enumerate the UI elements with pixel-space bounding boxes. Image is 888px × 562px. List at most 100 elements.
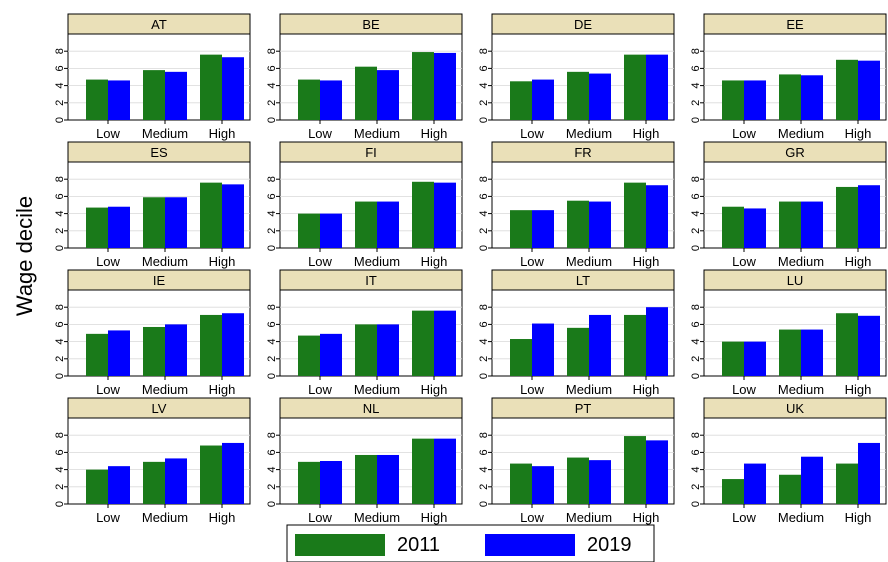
x-tick-label: High: [845, 254, 872, 269]
panel-title: LV: [152, 401, 167, 416]
bar-2019: [434, 52, 456, 120]
y-tick-label: 4: [266, 83, 278, 89]
y-tick-label: 4: [478, 467, 490, 473]
x-tick-label: Medium: [566, 254, 612, 269]
y-tick-label: 2: [690, 356, 702, 362]
bar-2011: [355, 324, 377, 376]
bar-2011: [86, 469, 108, 504]
y-tick-label: 0: [478, 373, 490, 379]
y-tick-label: 4: [266, 467, 278, 473]
bar-2019: [858, 185, 880, 248]
x-tick-label: Low: [308, 254, 332, 269]
x-tick-label: Medium: [778, 126, 824, 141]
y-tick-label: 8: [54, 176, 66, 182]
bar-2019: [434, 438, 456, 504]
bar-2019: [858, 315, 880, 376]
bar-2019: [377, 70, 399, 120]
bar-2019: [744, 208, 766, 248]
panel-title: IE: [153, 273, 166, 288]
x-tick-label: Medium: [354, 126, 400, 141]
bar-2019: [801, 201, 823, 248]
y-tick-label: 6: [478, 449, 490, 455]
y-tick-label: 6: [690, 193, 702, 199]
y-tick-label: 0: [478, 245, 490, 251]
y-tick-label: 8: [690, 176, 702, 182]
bar-2019: [589, 73, 611, 120]
panel-lv: LV 0 2 4 6 8 Low Medium High: [54, 397, 251, 525]
x-tick-label: High: [633, 126, 660, 141]
bar-2019: [165, 197, 187, 248]
y-tick-label: 4: [478, 339, 490, 345]
bar-2011: [722, 341, 744, 376]
x-tick-label: High: [421, 510, 448, 525]
x-tick-label: High: [421, 254, 448, 269]
bar-2019: [165, 324, 187, 376]
y-tick-label: 6: [690, 449, 702, 455]
x-tick-label: Low: [520, 510, 544, 525]
bar-2019: [320, 333, 342, 376]
x-tick-label: Low: [96, 510, 120, 525]
y-tick-label: 2: [478, 356, 490, 362]
panel-title: GR: [785, 145, 805, 160]
x-tick-label: Medium: [142, 126, 188, 141]
x-tick-label: High: [209, 126, 236, 141]
y-tick-label: 0: [54, 117, 66, 123]
bar-2011: [567, 457, 589, 504]
y-tick-label: 8: [690, 432, 702, 438]
y-tick-label: 8: [266, 48, 278, 54]
x-tick-label: High: [845, 126, 872, 141]
bar-2011: [355, 66, 377, 120]
y-tick-label: 2: [54, 100, 66, 106]
bar-2011: [510, 210, 532, 248]
y-tick-label: 4: [478, 211, 490, 217]
y-tick-label: 0: [690, 117, 702, 123]
bar-2019: [532, 79, 554, 120]
x-tick-label: High: [209, 254, 236, 269]
y-tick-label: 6: [54, 193, 66, 199]
panel-pt: PT 0 2 4 6 8 Low Medium High: [478, 397, 675, 525]
y-tick-label: 2: [690, 100, 702, 106]
y-tick-label: 6: [478, 321, 490, 327]
bar-2011: [298, 79, 320, 120]
x-tick-label: High: [421, 126, 448, 141]
panel-uk: UK 0 2 4 6 8 Low Medium High: [690, 397, 887, 525]
y-tick-label: 8: [54, 304, 66, 310]
y-axis-label: Wage decile: [12, 196, 37, 316]
panel-it: IT 0 2 4 6 8 Low Medium High: [266, 269, 463, 397]
panel-title: LT: [576, 273, 590, 288]
facet-panels: AT 0 2 4 6 8 Low Medium High BE 0 2 4 6 8 Low Medium High…: [54, 13, 887, 525]
y-tick-label: 4: [54, 83, 66, 89]
bar-2011: [836, 313, 858, 376]
y-tick-label: 8: [54, 432, 66, 438]
legend-label-2019: 2019: [587, 534, 632, 556]
x-tick-label: Low: [308, 126, 332, 141]
legend-swatch-2011: [295, 534, 385, 556]
x-tick-label: Medium: [566, 126, 612, 141]
y-tick-label: 4: [54, 211, 66, 217]
bar-2011: [412, 52, 434, 121]
y-tick-label: 4: [54, 467, 66, 473]
y-tick-label: 0: [266, 117, 278, 123]
panel-be: BE 0 2 4 6 8 Low Medium High: [266, 13, 463, 141]
x-tick-label: Medium: [778, 510, 824, 525]
y-tick-label: 4: [54, 339, 66, 345]
bar-2011: [722, 206, 744, 248]
panel-title: PT: [575, 401, 592, 416]
x-tick-label: High: [209, 382, 236, 397]
y-tick-label: 6: [266, 65, 278, 71]
x-tick-label: Medium: [566, 510, 612, 525]
x-tick-label: Medium: [778, 254, 824, 269]
y-tick-label: 0: [54, 501, 66, 507]
bar-2019: [744, 463, 766, 504]
bar-2011: [510, 339, 532, 376]
bar-2019: [377, 324, 399, 376]
bar-2019: [108, 206, 130, 248]
bar-2011: [510, 81, 532, 120]
panel-ee: EE 0 2 4 6 8 Low Medium High: [690, 13, 887, 141]
legend-label-2011: 2011: [397, 534, 440, 556]
bar-2011: [722, 80, 744, 120]
panel-title: UK: [786, 401, 804, 416]
x-tick-label: Low: [96, 254, 120, 269]
y-tick-label: 8: [478, 432, 490, 438]
x-tick-label: Medium: [142, 254, 188, 269]
